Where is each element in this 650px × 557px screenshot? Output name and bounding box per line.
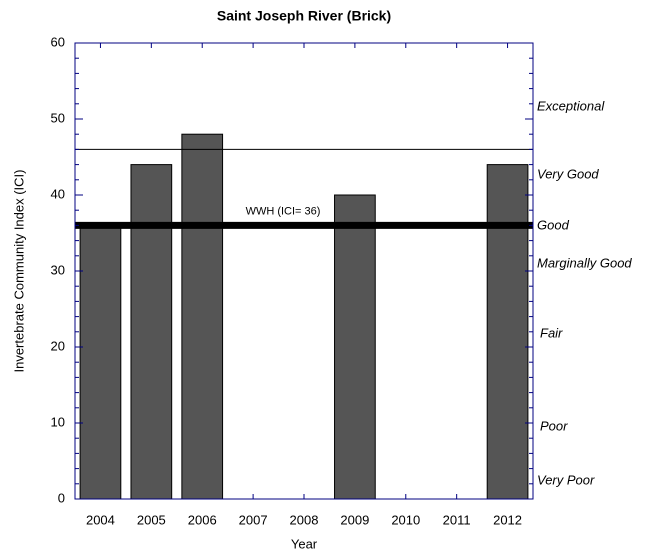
reference-label: WWH (ICI= 36) bbox=[246, 205, 321, 217]
band-label: Poor bbox=[540, 418, 568, 433]
y-tick-label: 10 bbox=[51, 414, 65, 429]
band-label: Very Good bbox=[537, 166, 599, 181]
bar bbox=[486, 164, 529, 500]
y-tick-label: 50 bbox=[51, 110, 65, 125]
y-tick-label: 0 bbox=[58, 490, 65, 505]
band-labels: Exceptional Very Good Good Marginally Go… bbox=[537, 98, 632, 487]
plot-frame bbox=[74, 42, 534, 500]
x-tick-label: 2005 bbox=[137, 512, 166, 527]
band-label: Marginally Good bbox=[537, 255, 632, 270]
x-tick-label: 2008 bbox=[290, 512, 319, 527]
y-axis-label: Invertebrate Community Index (ICI) bbox=[11, 169, 26, 372]
x-tick-label: 2006 bbox=[188, 512, 217, 527]
band-label: Very Poor bbox=[537, 472, 595, 487]
x-tick-label: 2012 bbox=[493, 512, 522, 527]
bar bbox=[181, 133, 224, 500]
y-tick-label: 60 bbox=[51, 34, 65, 49]
bar bbox=[79, 224, 122, 500]
band-label: Good bbox=[537, 217, 570, 232]
x-tick-label: 2007 bbox=[239, 512, 268, 527]
y-tick-label: 40 bbox=[51, 186, 65, 201]
x-tick-label: 2004 bbox=[86, 512, 115, 527]
x-tick-label: 2009 bbox=[340, 512, 369, 527]
bar bbox=[130, 164, 173, 500]
x-tick-label: 2010 bbox=[391, 512, 420, 527]
bar bbox=[334, 194, 376, 500]
band-label: Exceptional bbox=[537, 98, 605, 113]
band-label: Fair bbox=[540, 325, 563, 340]
x-tick-label: 2011 bbox=[443, 512, 471, 527]
chart-title: Saint Joseph River (Brick) bbox=[217, 8, 391, 24]
y-tick-label: 20 bbox=[51, 338, 65, 353]
x-axis-label: Year bbox=[291, 536, 318, 551]
y-tick-label: 30 bbox=[51, 262, 65, 277]
